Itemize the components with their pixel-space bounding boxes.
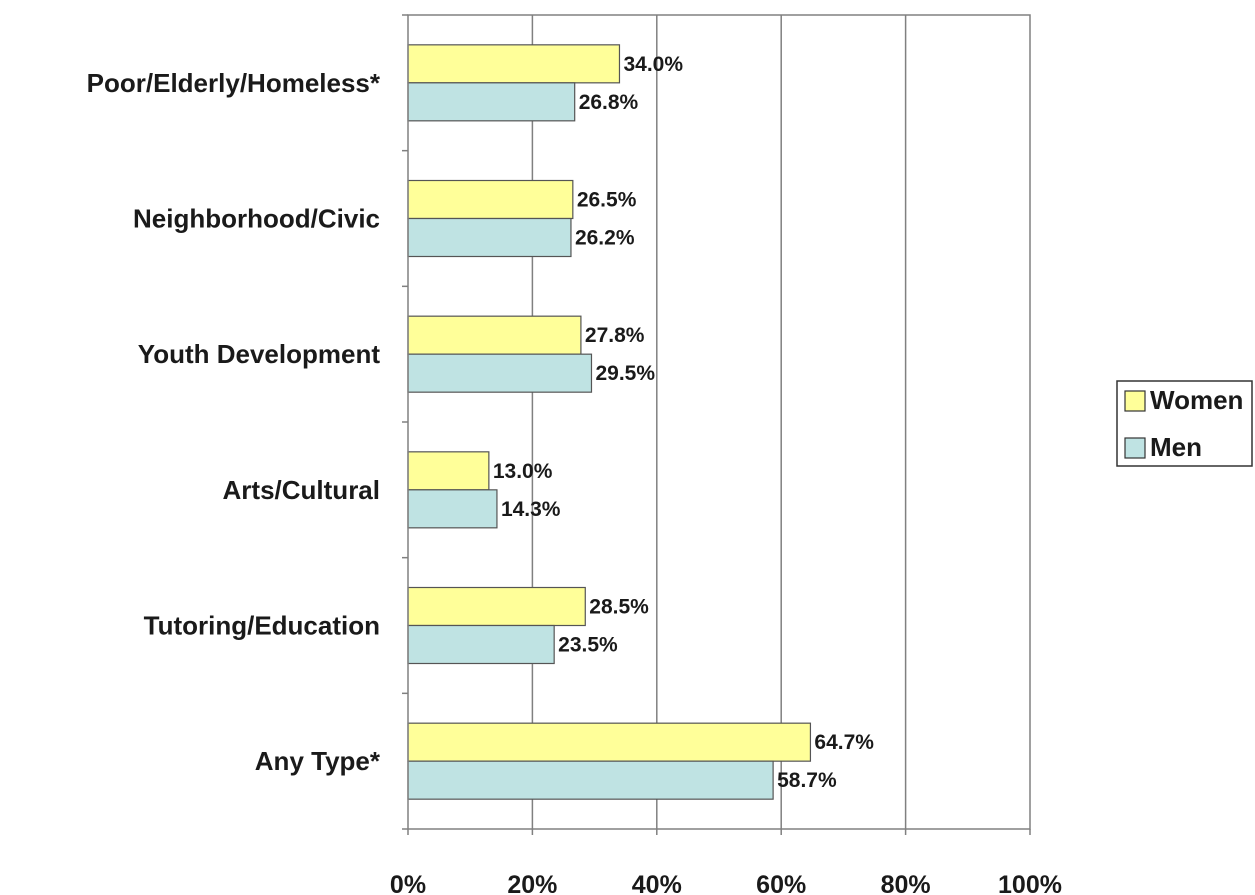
bar-women [407, 315, 582, 355]
legend-label-women: Women [1150, 385, 1243, 415]
bar-women [407, 179, 574, 220]
legend-label-men: Men [1150, 432, 1202, 462]
category-labels: Poor/Elderly/Homeless* Neighborhood/Civic… [87, 68, 381, 776]
x-tick-label: 40% [632, 871, 682, 895]
bar-women [407, 44, 621, 84]
data-label-women: 13.0% [493, 460, 553, 483]
category-label: Tutoring/Education [144, 611, 380, 641]
gridlines [402, 14, 1031, 835]
data-label-men: 26.8% [579, 91, 639, 114]
bar-men [407, 217, 572, 258]
x-tick-label: 80% [881, 871, 931, 895]
bar-women [407, 586, 586, 627]
category-label: Poor/Elderly/Homeless* [87, 68, 381, 98]
bar-men [407, 760, 774, 800]
x-tick-label: 20% [507, 871, 557, 895]
data-label-women: 26.5% [577, 189, 637, 212]
category-label: Neighborhood/Civic [133, 204, 380, 234]
x-tick-label: 0% [390, 871, 426, 895]
legend: Women Men [1116, 380, 1253, 467]
x-tick-labels: 0% 20% 40% 60% 80% 100% [390, 871, 1062, 895]
data-labels: 34.0% 26.8% 26.5% 26.2% 27.8% 29.5% 13.0% 14.3%… [493, 53, 874, 792]
category-label: Youth Development [138, 339, 381, 369]
bar-men [407, 489, 498, 529]
x-tick-label: 100% [998, 871, 1062, 895]
data-label-men: 23.5% [558, 634, 618, 657]
bars [407, 44, 812, 800]
legend-swatch-men [1124, 437, 1146, 459]
category-label: Arts/Cultural [223, 475, 380, 505]
plot-frame [407, 14, 1031, 830]
bar-women [407, 722, 812, 762]
bar-men [407, 82, 576, 122]
data-label-women: 64.7% [814, 731, 874, 754]
data-label-women: 27.8% [585, 324, 645, 347]
x-tick-label: 60% [756, 871, 806, 895]
axes [407, 14, 1031, 830]
data-label-men: 58.7% [777, 769, 837, 792]
data-label-men: 29.5% [595, 362, 655, 385]
bar-men [407, 353, 593, 393]
data-label-women: 34.0% [623, 53, 683, 76]
category-label: Any Type* [255, 746, 381, 776]
legend-swatch-women [1124, 390, 1146, 412]
bar-women [407, 451, 490, 491]
data-label-men: 26.2% [575, 227, 635, 250]
bar-men [407, 624, 555, 665]
data-label-men: 14.3% [501, 498, 561, 521]
data-label-women: 28.5% [589, 596, 649, 619]
